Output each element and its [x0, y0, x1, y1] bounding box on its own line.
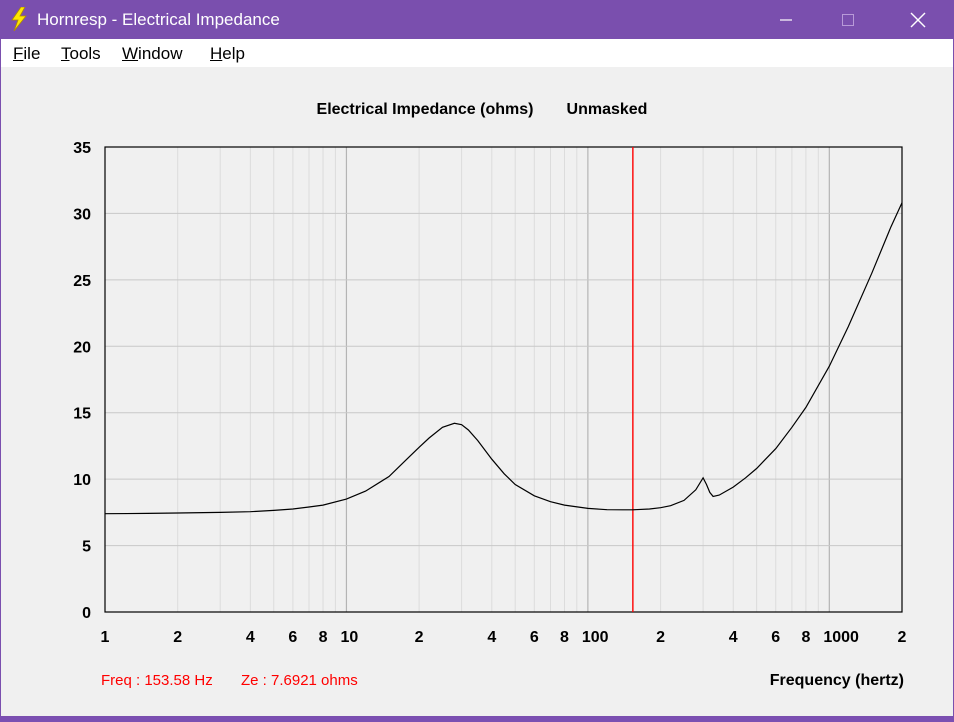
y-tick-label: 35	[73, 140, 91, 157]
ze-readout: Ze : 7.6921 ohms	[241, 672, 358, 689]
x-tick-label: 8	[560, 629, 569, 646]
x-tick-labels: 1 2 4 6 8 10 2 4 6 8 100 2 4 6 8 1000 2	[101, 629, 907, 646]
y-tick-label: 5	[82, 539, 91, 556]
x-tick-label: 6	[530, 629, 539, 646]
x-tick-label: 2	[173, 629, 182, 646]
y-tick-label: 20	[73, 339, 91, 356]
lightning-bolt-icon[interactable]	[8, 7, 30, 31]
x-tick-label: 2	[656, 629, 665, 646]
close-button[interactable]	[895, 1, 941, 39]
plot-frame	[104, 146, 903, 613]
minimize-icon	[780, 19, 792, 21]
freq-readout: Freq : 153.58 Hz	[101, 672, 213, 689]
y-tick-label: 15	[73, 406, 91, 423]
x-tick-label: 8	[319, 629, 328, 646]
y-tick-label: 0	[82, 605, 91, 622]
impedance-chart[interactable]: Electrical Impedance (ohms) Unmasked 0 5 1…	[1, 67, 953, 717]
impedance-curve	[104, 202, 903, 515]
minimize-button[interactable]	[763, 1, 809, 39]
menu-help[interactable]: Help	[210, 44, 245, 63]
chart-title: Electrical Impedance (ohms)	[317, 101, 534, 118]
x-tick-label: 10	[340, 629, 358, 646]
x-tick-label: 4	[487, 629, 496, 646]
x-tick-label: 1	[101, 629, 110, 646]
title-bar[interactable]: Hornresp - Electrical Impedance	[1, 1, 953, 39]
menu-tools[interactable]: Tools	[61, 44, 101, 63]
y-tick-label: 25	[73, 273, 91, 290]
maximize-button[interactable]	[825, 1, 871, 39]
menu-window[interactable]: Window	[122, 44, 183, 63]
y-tick-labels: 0 5 10 15 20 25 30 35	[73, 140, 91, 622]
x-tick-label: 4	[246, 629, 255, 646]
close-icon	[910, 12, 926, 28]
y-tick-label: 30	[73, 206, 91, 223]
y-tick-label: 10	[73, 472, 91, 489]
mask-status: Unmasked	[567, 101, 648, 118]
x-tick-label: 8	[801, 629, 810, 646]
x-tick-label: 4	[729, 629, 738, 646]
x-tick-label: 2	[898, 629, 907, 646]
x-tick-label: 100	[582, 629, 609, 646]
x-tick-label: 2	[415, 629, 424, 646]
chart-area[interactable]: Electrical Impedance (ohms) Unmasked 0 5 1…	[1, 67, 953, 717]
window-title: Hornresp - Electrical Impedance	[37, 10, 280, 29]
x-tick-label: 6	[771, 629, 780, 646]
grid-layer	[105, 147, 902, 612]
x-tick-label: 6	[288, 629, 297, 646]
menu-file[interactable]: File	[13, 44, 41, 63]
menu-bar: File Tools Window Help	[1, 39, 953, 67]
x-axis-label: Frequency (hertz)	[770, 672, 904, 689]
maximize-icon	[842, 14, 854, 26]
x-tick-label: 1000	[823, 629, 859, 646]
